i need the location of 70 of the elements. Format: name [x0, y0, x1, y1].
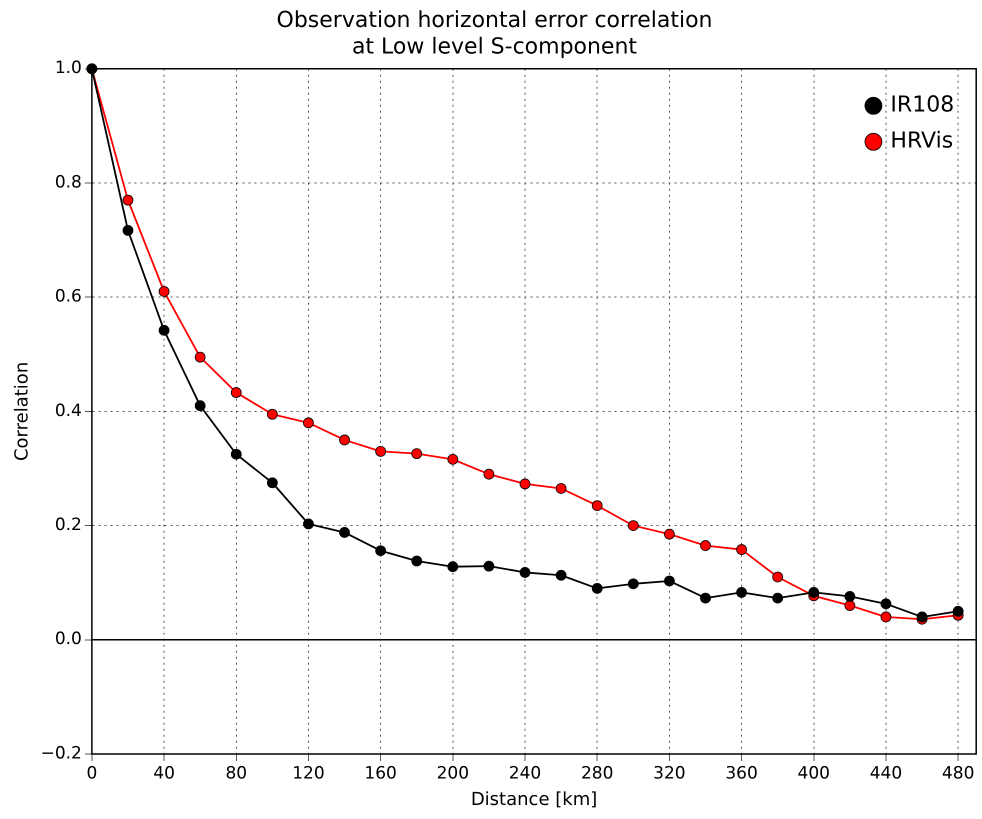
- point: [592, 500, 603, 512]
- point: [230, 387, 242, 398]
- point: [447, 454, 458, 465]
- y-tick-label: 1.0: [54, 58, 82, 78]
- x-tick-label: 280: [580, 764, 614, 784]
- x-tick-label: 480: [942, 764, 974, 784]
- point: [266, 477, 278, 488]
- point: [520, 567, 530, 578]
- x-tick-label: 400: [798, 764, 830, 784]
- point: [844, 600, 856, 611]
- point: [952, 606, 964, 617]
- point: [303, 417, 314, 428]
- y-tick-label: 0.4: [54, 400, 82, 421]
- point: [484, 468, 494, 480]
- point: [880, 612, 892, 622]
- point: [375, 446, 386, 457]
- legend-label: HRVis: [890, 128, 954, 154]
- point: [664, 576, 675, 586]
- point: [772, 572, 784, 582]
- x-tick-label: 40: [153, 764, 175, 784]
- y-axis-title: Correlation: [11, 362, 32, 462]
- point: [339, 527, 350, 538]
- point: [520, 478, 530, 490]
- point: [194, 400, 206, 412]
- point: [736, 544, 747, 555]
- x-tick-label: 120: [292, 764, 325, 784]
- x-tick-label: 440: [870, 764, 902, 784]
- point: [375, 545, 386, 556]
- x-tick-label: 200: [436, 764, 470, 784]
- x-tick-label: 0: [86, 764, 98, 784]
- point: [303, 518, 314, 530]
- point: [808, 587, 820, 598]
- point: [122, 194, 134, 206]
- x-tick-label: 360: [725, 764, 758, 784]
- point: [556, 483, 567, 494]
- point: [628, 578, 639, 590]
- y-tick-label: −0.2: [40, 743, 82, 764]
- point: [339, 434, 350, 446]
- point: [194, 352, 206, 363]
- point: [411, 556, 422, 566]
- point: [158, 324, 170, 336]
- point: [484, 560, 494, 572]
- y-tick-label: 0.2: [54, 515, 82, 536]
- point: [916, 612, 928, 622]
- point: [411, 448, 422, 460]
- x-tick-label: 320: [653, 764, 686, 784]
- y-tick-label: 0.6: [54, 286, 82, 307]
- point: [122, 224, 134, 236]
- point: [628, 520, 639, 531]
- y-tick-label: 0.8: [54, 172, 82, 192]
- point: [230, 448, 242, 460]
- point: [556, 570, 567, 581]
- point: [700, 592, 711, 604]
- point: [447, 561, 458, 572]
- x-tick-label: 240: [508, 764, 542, 784]
- point: [158, 286, 170, 297]
- point: [880, 598, 892, 610]
- chart-title: Observation horizontal error correlation at Low level S-component: [276, 8, 712, 60]
- y-tick-label: 0.0: [54, 629, 82, 650]
- x-tick-label: 160: [364, 764, 397, 784]
- point: [736, 587, 747, 598]
- point: [844, 591, 856, 602]
- point: [772, 592, 784, 604]
- x-axis-title: Distance [km]: [470, 788, 598, 810]
- point: [700, 540, 711, 551]
- x-tick-label: 80: [225, 764, 248, 784]
- point: [664, 528, 675, 540]
- legend-label: IR108: [890, 92, 954, 118]
- point: [592, 583, 603, 594]
- point: [266, 408, 278, 420]
